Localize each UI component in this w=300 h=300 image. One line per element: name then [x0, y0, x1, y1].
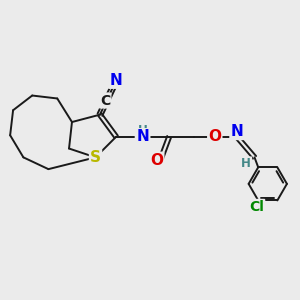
- Text: N: N: [230, 124, 243, 139]
- Text: H: H: [241, 157, 251, 170]
- Text: S: S: [90, 150, 101, 165]
- Text: O: O: [208, 129, 221, 144]
- Text: Cl: Cl: [249, 200, 264, 214]
- Text: H: H: [138, 124, 148, 137]
- Text: O: O: [150, 153, 163, 168]
- Text: N: N: [109, 73, 122, 88]
- Text: C: C: [100, 94, 110, 107]
- Text: N: N: [136, 129, 149, 144]
